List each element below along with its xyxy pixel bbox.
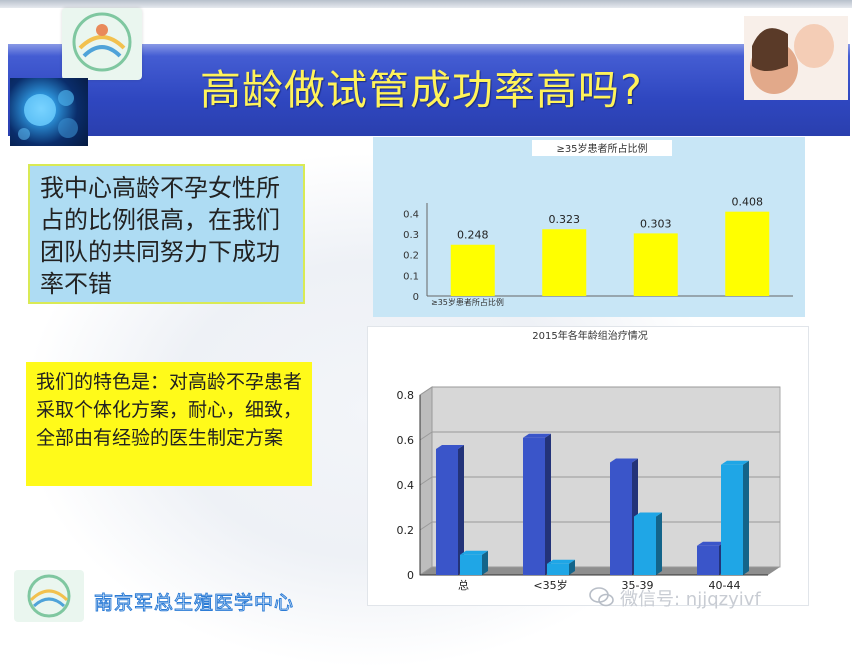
chart2-bar-top <box>721 460 749 465</box>
chart1-title: ≥35岁患者所占比例 <box>556 142 647 155</box>
hospital-logo-icon <box>62 8 142 80</box>
chart2-bar-side <box>482 550 488 575</box>
chart2-floor <box>420 567 780 575</box>
chart1-ytick: 0.2 <box>403 251 419 262</box>
chart1-bar <box>725 211 770 296</box>
chart2-ytick: 0.6 <box>397 434 415 447</box>
chart2-xtick: 40-44 <box>709 579 741 592</box>
chart2-gridline-side <box>419 386 433 396</box>
chart2-gridline-side <box>419 476 433 486</box>
chart1-bar <box>450 244 495 296</box>
chart2-gridline-side <box>419 566 433 576</box>
chart-age35-svg: ≥35岁患者所占比例 0 0.1 0.2 0.3 0.4 0.248 0.323 0.303… <box>403 140 793 307</box>
top-border <box>0 0 852 8</box>
chart2-bar <box>523 437 545 575</box>
chart2-bar <box>547 563 569 575</box>
wechat-icon <box>589 587 614 607</box>
wechat-id: 微信号: njjqzyivf <box>620 589 761 610</box>
slide-title: 高龄做试管成功率高吗? <box>200 66 643 114</box>
chart1-data-label: 0.408 <box>732 196 764 209</box>
chart1-bar <box>542 229 587 296</box>
chart2-xtick: <35岁 <box>533 578 567 592</box>
chart2-bar-top <box>523 433 551 438</box>
chart2-bar <box>697 545 719 575</box>
chart2-xtick: 35-39 <box>622 579 654 592</box>
chart2-bar <box>634 516 656 575</box>
chart2-xtick: 总 <box>458 578 469 592</box>
chart1-data-label: 0.248 <box>457 229 489 242</box>
chart1-legend: ≥35岁患者所占比例 <box>431 297 504 307</box>
footer-center-name: 南京军总生殖医学中心 <box>93 592 295 615</box>
chart1-data-label: 0.323 <box>549 213 581 226</box>
chart2-bar-side <box>656 512 662 575</box>
chart2-bar-side <box>743 460 749 575</box>
mother-baby-photo <box>744 16 848 100</box>
chart1-ytick: 0.3 <box>403 230 419 241</box>
title-banner <box>8 44 850 136</box>
chart2-bar-top <box>460 550 488 555</box>
chart1-ytick: 0.4 <box>403 209 419 220</box>
chart2-bar-side <box>545 433 551 575</box>
chart2-title: 2015年各年龄组治疗情况 <box>532 329 647 342</box>
chart2-gridline-side <box>419 521 433 531</box>
chart1-title-bg <box>532 140 672 156</box>
chart2-ytick: 0 <box>407 569 414 582</box>
chart2-bar-top <box>610 458 638 463</box>
chart2-ytick: 0.4 <box>397 479 415 492</box>
footer-logo-icon <box>14 570 84 622</box>
text-box-ratio: 我中心高龄不孕女性所占的比例很高，在我们团队的共同努力下成功率不错 <box>28 164 305 304</box>
chart2-bar-side <box>458 445 464 575</box>
chart2-ytick: 0.2 <box>397 524 415 537</box>
chart2-title-bg <box>505 327 675 343</box>
cell-image <box>10 78 88 146</box>
chart2-bar-top <box>436 445 464 449</box>
chart2-bar <box>721 464 743 575</box>
chart2-gridline-side <box>419 431 433 441</box>
chart2-bar <box>610 462 632 575</box>
chart2-bar-top <box>697 541 725 546</box>
chart1-ytick: 0.1 <box>403 271 419 282</box>
chart2-bar-top <box>547 559 575 564</box>
chart2-bar <box>436 449 458 575</box>
chart2-bar-top <box>634 512 662 517</box>
chart2-bar-side <box>569 559 575 575</box>
chart-2015-age-groups: 2015年各年龄组治疗情况 0 0.2 0.4 0.6 0.8 总 <35岁 35-39 40… <box>367 326 809 606</box>
banner-highlight <box>8 44 850 56</box>
chart1-data-label: 0.303 <box>640 217 672 230</box>
chart1-bar <box>633 233 678 296</box>
text-box-features: 我们的特色是：对高龄不孕患者采取个体化方案，耐心，细致，全部由有经验的医生制定方… <box>26 362 312 486</box>
chart1-ytick: 0 <box>413 292 419 303</box>
chart2-bar <box>460 554 482 575</box>
chart-2015-svg: 2015年各年龄组治疗情况 0 0.2 0.4 0.6 0.8 总 <35岁 35-39 40… <box>397 327 781 592</box>
chart2-ytick: 0.8 <box>397 389 415 402</box>
chart-age35-ratio: ≥35岁患者所占比例 0 0.1 0.2 0.3 0.4 0.248 0.323 0.303… <box>373 137 805 317</box>
